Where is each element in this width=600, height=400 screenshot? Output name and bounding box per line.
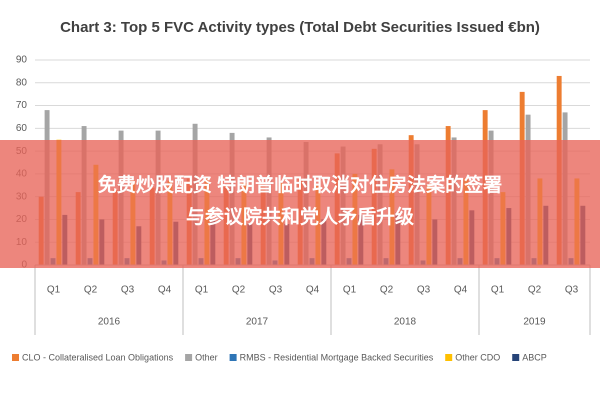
legend-swatch [512,354,520,361]
legend-label: RMBS - Residential Mortgage Backed Secur… [240,352,434,362]
x-tick-label: Q4 [306,285,320,296]
chart-title: Chart 3: Top 5 FVC Activity types (Total… [60,19,540,36]
x-tick-label: Q1 [491,285,505,296]
group-label: 2016 [98,317,121,328]
legend-swatch [185,354,193,361]
y-tick-label: 90 [16,55,28,66]
overlay-text: 免费炒股配资 特朗普临时取消对住房法案的签署 [98,173,502,196]
x-tick-label: Q2 [528,285,542,296]
legend-label: CLO - Collateralised Loan Obligations [22,352,174,362]
group-label: 2017 [246,317,269,328]
x-tick-label: Q3 [417,285,431,296]
legend-swatch [445,354,453,361]
legend-label: Other CDO [455,352,500,362]
overlay-banner [0,140,600,268]
x-tick-label: Q3 [565,285,579,296]
x-tick-label: Q4 [158,285,172,296]
y-tick-label: 60 [16,123,28,134]
overlay-text: 与参议院共和党人矛盾升级 [186,205,414,228]
x-tick-label: Q2 [232,285,246,296]
y-tick-label: 70 [16,100,28,111]
legend-swatch [12,354,19,361]
x-tick-label: Q2 [84,285,98,296]
y-tick-label: 80 [16,77,28,88]
x-tick-label: Q1 [47,285,61,296]
x-tick-label: Q4 [454,285,468,296]
x-tick-label: Q2 [380,285,394,296]
x-tick-label: Q1 [343,285,357,296]
legend-swatch [229,354,237,361]
group-label: 2019 [523,317,546,328]
group-label: 2018 [394,317,417,328]
x-tick-label: Q3 [121,285,135,296]
legend-label: Other [195,352,218,362]
legend-label: ABCP [522,352,547,362]
x-tick-label: Q1 [195,285,209,296]
x-tick-label: Q3 [269,285,283,296]
